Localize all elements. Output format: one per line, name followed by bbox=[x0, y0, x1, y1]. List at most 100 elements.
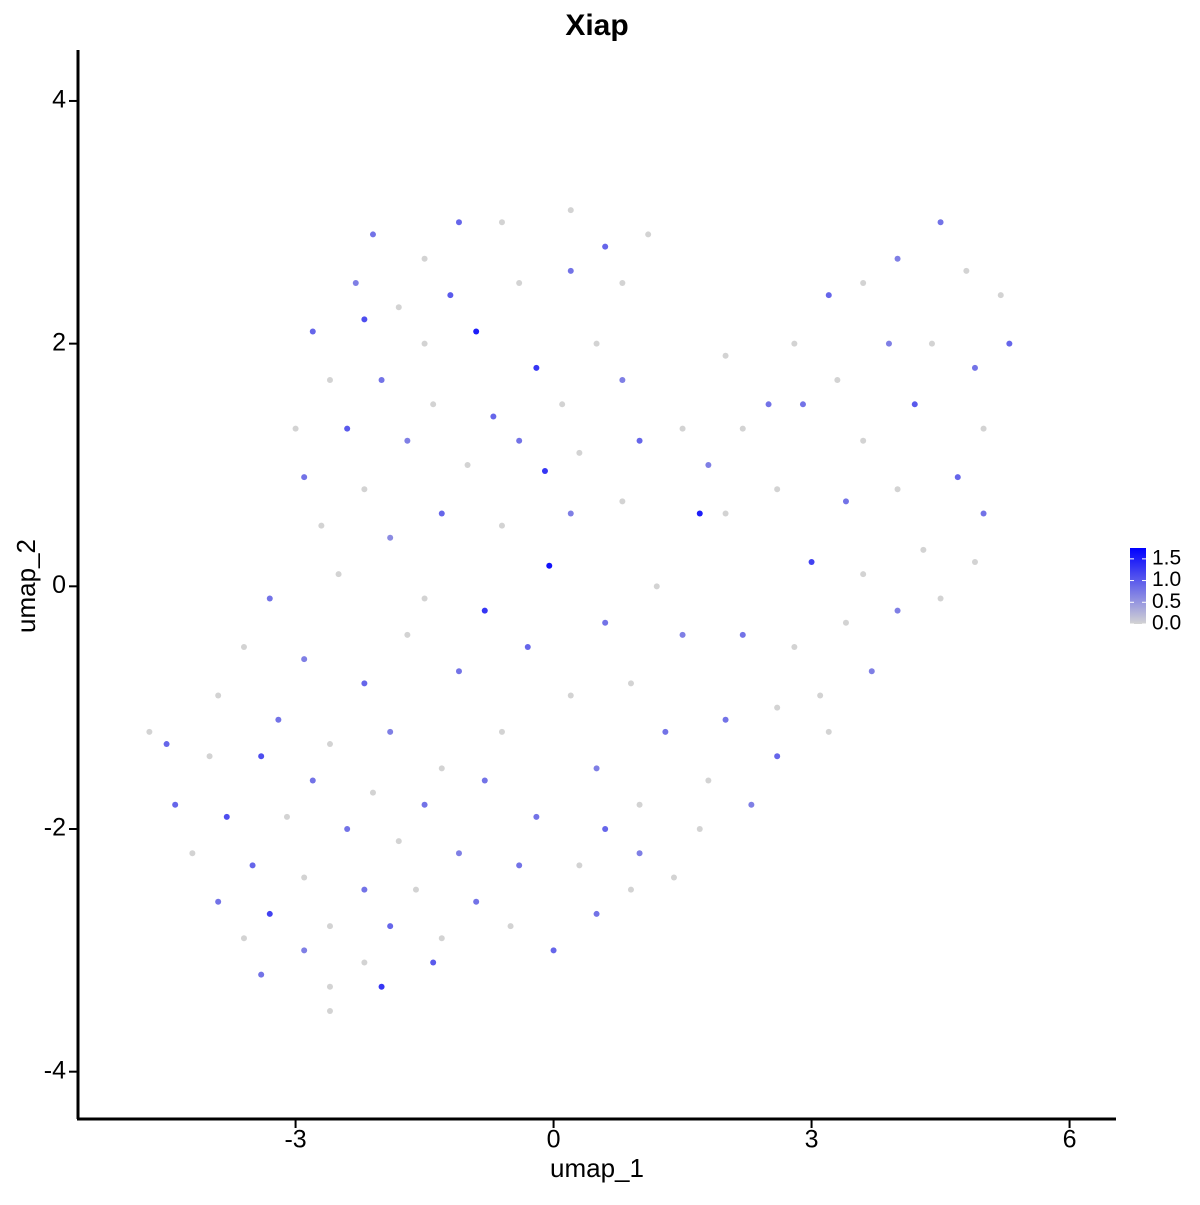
y-tick-label: 2 bbox=[52, 328, 66, 356]
cell-point bbox=[412, 886, 419, 893]
cell-point bbox=[473, 898, 480, 905]
colorbar bbox=[1130, 548, 1146, 624]
cell-point bbox=[567, 207, 574, 214]
cell-point bbox=[602, 243, 609, 250]
cell-point bbox=[559, 401, 566, 408]
cell-point bbox=[619, 498, 626, 505]
cell-point bbox=[524, 643, 531, 650]
cell-point bbox=[335, 571, 342, 578]
cell-point bbox=[576, 449, 583, 456]
cell-point bbox=[774, 486, 781, 493]
x-tick-label: 3 bbox=[805, 1126, 819, 1154]
cell-point bbox=[619, 279, 626, 286]
cell-point bbox=[301, 874, 308, 881]
cell-point bbox=[309, 328, 316, 335]
cell-point bbox=[215, 898, 222, 905]
cell-point bbox=[516, 279, 523, 286]
cell-point bbox=[240, 643, 247, 650]
cell-point bbox=[550, 947, 557, 954]
cell-point bbox=[361, 680, 368, 687]
cell-point bbox=[894, 255, 901, 262]
cell-point bbox=[223, 813, 230, 820]
cell-point bbox=[593, 910, 600, 917]
cell-point bbox=[679, 425, 686, 432]
cell-point bbox=[326, 923, 333, 930]
cell-point bbox=[885, 340, 892, 347]
cell-point bbox=[163, 741, 170, 748]
cell-point bbox=[842, 498, 849, 505]
cell-point bbox=[507, 923, 514, 930]
cell-point bbox=[636, 437, 643, 444]
cell-point bbox=[361, 959, 368, 966]
cell-point bbox=[481, 607, 488, 614]
cell-point bbox=[980, 510, 987, 517]
cell-point bbox=[971, 364, 978, 371]
cell-point bbox=[739, 425, 746, 432]
cell-point bbox=[455, 850, 462, 857]
cell-point bbox=[911, 401, 918, 408]
points bbox=[146, 207, 1013, 1015]
cell-point bbox=[438, 765, 445, 772]
cell-point bbox=[481, 777, 488, 784]
cell-point bbox=[997, 292, 1004, 299]
cell-point bbox=[567, 267, 574, 274]
cell-point bbox=[146, 728, 153, 735]
cell-point bbox=[825, 728, 832, 735]
cell-point bbox=[395, 304, 402, 311]
cell-point bbox=[791, 643, 798, 650]
cell-point bbox=[240, 935, 247, 942]
cell-point bbox=[817, 692, 824, 699]
cell-point bbox=[576, 862, 583, 869]
cell-point bbox=[602, 619, 609, 626]
cell-point bbox=[516, 862, 523, 869]
cell-point bbox=[593, 765, 600, 772]
cell-point bbox=[894, 486, 901, 493]
cell-point bbox=[266, 910, 273, 917]
y-axis-label: umap_2 bbox=[11, 539, 41, 633]
y-tick-label: 4 bbox=[52, 86, 66, 114]
cell-point bbox=[275, 716, 282, 723]
cell-point bbox=[980, 425, 987, 432]
cell-point bbox=[533, 813, 540, 820]
cell-point bbox=[172, 801, 179, 808]
cell-point bbox=[266, 595, 273, 602]
cell-point bbox=[533, 364, 540, 371]
cell-point bbox=[860, 437, 867, 444]
cell-point bbox=[860, 571, 867, 578]
cell-point bbox=[455, 668, 462, 675]
cell-point bbox=[438, 510, 445, 517]
cell-point bbox=[894, 607, 901, 614]
cell-point bbox=[215, 692, 222, 699]
cell-point bbox=[309, 777, 316, 784]
cell-point bbox=[301, 656, 308, 663]
cell-point bbox=[546, 562, 553, 569]
cell-point bbox=[326, 377, 333, 384]
cell-point bbox=[387, 534, 394, 541]
cell-point bbox=[258, 971, 265, 978]
cell-point bbox=[326, 983, 333, 990]
cell-point bbox=[301, 474, 308, 481]
cell-point bbox=[567, 510, 574, 517]
cell-point bbox=[395, 838, 402, 845]
cell-point bbox=[834, 377, 841, 384]
cell-point bbox=[928, 340, 935, 347]
cell-point bbox=[937, 219, 944, 226]
y-tick-label: 0 bbox=[52, 571, 66, 599]
cell-point bbox=[378, 377, 385, 384]
cell-point bbox=[455, 219, 462, 226]
cell-point bbox=[662, 728, 669, 735]
cell-point bbox=[421, 595, 428, 602]
cell-point bbox=[473, 328, 480, 335]
cell-point bbox=[369, 789, 376, 796]
cell-point bbox=[636, 801, 643, 808]
cell-point bbox=[920, 546, 927, 553]
cell-point bbox=[498, 219, 505, 226]
x-tick-label: 6 bbox=[1063, 1126, 1077, 1154]
cell-point bbox=[954, 474, 961, 481]
cell-point bbox=[438, 935, 445, 942]
cell-point bbox=[378, 983, 385, 990]
cell-point bbox=[679, 631, 686, 638]
cell-point bbox=[653, 583, 660, 590]
cell-point bbox=[447, 292, 454, 299]
colorbar-label: 0.0 bbox=[1152, 612, 1181, 635]
